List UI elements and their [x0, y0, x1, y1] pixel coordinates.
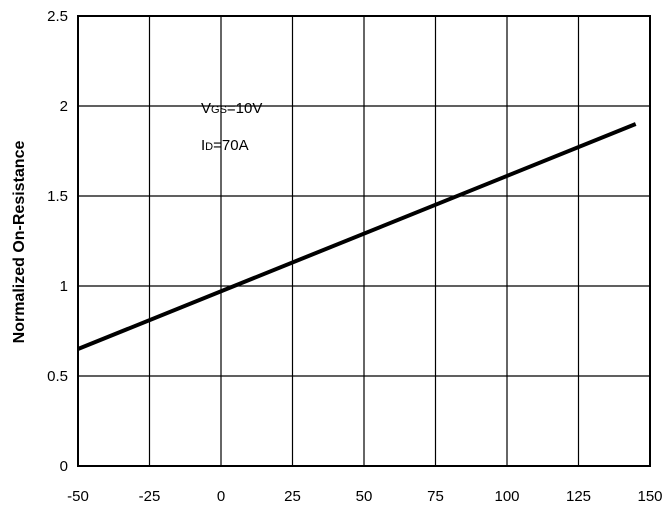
y-tick-label: 0.5: [47, 368, 68, 385]
grid: [77, 15, 651, 467]
plot-frame: [77, 15, 651, 467]
annotation-id-main: I: [201, 137, 205, 154]
x-tick-label: -50: [67, 488, 89, 505]
x-tick-labels: -50 -25 0 25 50 75 100 125 150: [67, 488, 662, 505]
x-tick-label: 125: [566, 488, 591, 505]
annotation-vgs: VGS=10V: [201, 100, 262, 117]
x-tick-label: 75: [427, 488, 444, 505]
x-tick-label: 50: [356, 488, 373, 505]
y-tick-label: 2.5: [47, 8, 68, 25]
x-tick-label: 25: [284, 488, 301, 505]
y-tick-label: 1.5: [47, 188, 68, 205]
plot-border: [77, 15, 651, 467]
series-layer: [77, 122, 637, 351]
annotation-vgs-main: V: [201, 100, 211, 117]
annotation-id-rest: =70A: [213, 137, 248, 154]
annotation-vgs-rest: =10V: [227, 100, 262, 117]
x-tick-label: 100: [494, 488, 519, 505]
x-tick-label: 0: [217, 488, 225, 505]
annotation-vgs-sub: GS: [211, 104, 227, 116]
y-tick-label: 0: [60, 458, 68, 475]
y-axis-label: Normalized On-Resistance: [11, 141, 28, 344]
y-tick-label: 1: [60, 278, 68, 295]
y-tick-labels: 0 0.5 1 1.5 2 2.5: [47, 8, 68, 475]
series-line: [77, 122, 637, 351]
y-tick-label: 2: [60, 98, 68, 115]
x-tick-label: -25: [139, 488, 161, 505]
annotation-id-sub: D: [205, 141, 213, 153]
x-tick-label: 150: [637, 488, 662, 505]
annotation-id: ID=70A: [201, 137, 249, 154]
